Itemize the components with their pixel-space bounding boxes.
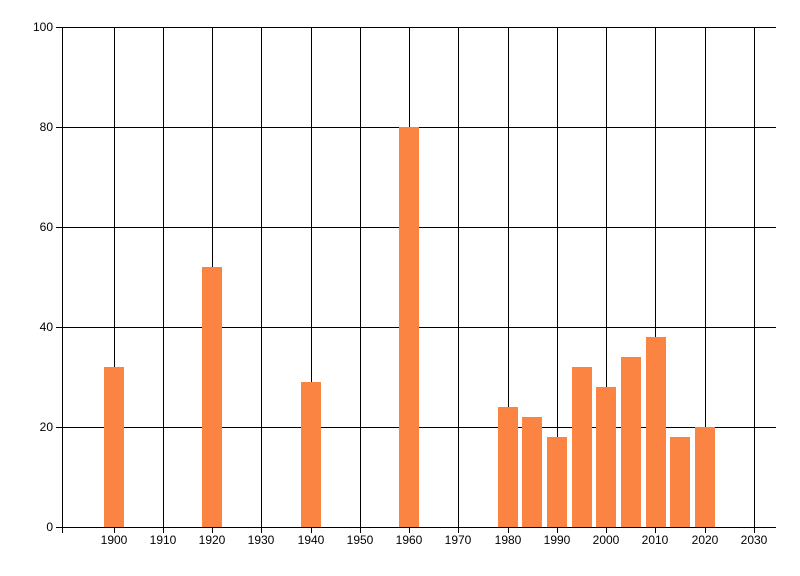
bar — [621, 357, 641, 527]
x-tick — [163, 527, 164, 533]
y-axis-line — [62, 27, 63, 533]
x-tick — [409, 527, 410, 533]
x-tick-label: 1920 — [198, 533, 226, 547]
y-tick-label: 40 — [39, 320, 53, 334]
x-tick — [754, 527, 755, 533]
x-tick-label: 1990 — [543, 533, 571, 547]
x-tick — [655, 527, 656, 533]
y-tick — [56, 427, 62, 428]
x-gridline — [557, 27, 558, 527]
x-tick-label: 2020 — [691, 533, 719, 547]
x-tick — [508, 527, 509, 533]
x-gridline — [261, 27, 262, 527]
x-tick — [311, 527, 312, 533]
bar — [670, 437, 690, 527]
y-gridline — [62, 327, 776, 328]
x-gridline — [311, 27, 312, 527]
bar — [547, 437, 567, 527]
y-tick — [56, 227, 62, 228]
y-gridline — [62, 427, 776, 428]
x-gridline — [754, 27, 755, 527]
x-tick-label: 2030 — [740, 533, 768, 547]
y-tick-label: 100 — [32, 20, 53, 34]
bar — [522, 417, 542, 527]
y-tick-label: 20 — [39, 420, 53, 434]
x-tick — [606, 527, 607, 533]
x-tick-label: 1950 — [346, 533, 374, 547]
y-tick — [56, 27, 62, 28]
bar — [399, 127, 419, 527]
y-tick — [56, 527, 62, 528]
x-tick-label: 1960 — [395, 533, 423, 547]
bar — [202, 267, 222, 527]
x-tick-label: 1930 — [247, 533, 275, 547]
x-tick — [458, 527, 459, 533]
bar — [301, 382, 321, 527]
x-gridline — [705, 27, 706, 527]
x-tick-label: 1970 — [444, 533, 472, 547]
bar — [596, 387, 616, 527]
bar — [572, 367, 592, 527]
x-gridline — [508, 27, 509, 527]
x-tick — [705, 527, 706, 533]
x-gridline — [606, 27, 607, 527]
y-gridline — [62, 127, 776, 128]
bar — [646, 337, 666, 527]
y-gridline — [62, 227, 776, 228]
x-tick — [212, 527, 213, 533]
x-gridline — [655, 27, 656, 527]
bar — [695, 427, 715, 527]
bar — [104, 367, 124, 527]
x-tick — [114, 527, 115, 533]
x-tick — [557, 527, 558, 533]
y-tick-label: 60 — [39, 220, 53, 234]
x-tick-label: 1900 — [100, 533, 128, 547]
x-gridline — [360, 27, 361, 527]
x-tick-label: 2010 — [641, 533, 669, 547]
x-axis-line — [56, 527, 776, 528]
x-tick-label: 1980 — [494, 533, 522, 547]
x-gridline — [114, 27, 115, 527]
x-tick — [360, 527, 361, 533]
x-gridline — [458, 27, 459, 527]
x-tick-label: 1910 — [149, 533, 177, 547]
x-tick-label: 1940 — [297, 533, 325, 547]
x-tick — [261, 527, 262, 533]
y-tick-label: 0 — [46, 520, 53, 534]
y-tick-label: 80 — [39, 120, 53, 134]
x-tick-label: 2000 — [592, 533, 620, 547]
bar — [498, 407, 518, 527]
y-gridline — [62, 27, 776, 28]
y-tick — [56, 327, 62, 328]
y-tick — [56, 127, 62, 128]
x-gridline — [163, 27, 164, 527]
